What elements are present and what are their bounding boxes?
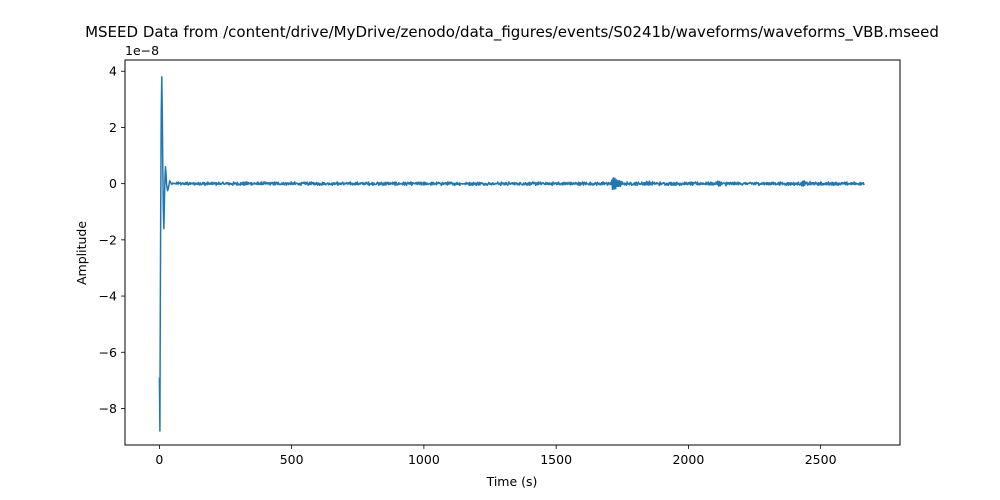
x-tick-label: 2000 xyxy=(672,452,704,467)
x-tick-label: 1500 xyxy=(540,452,572,467)
y-axis-label: Amplitude xyxy=(74,221,89,285)
plot-frame xyxy=(124,59,901,446)
y-tick-label: −4 xyxy=(99,289,117,304)
y-axis-ticks: −8 −6 −4 −2 0 2 4 xyxy=(99,64,125,416)
y-tick-label: −6 xyxy=(99,345,117,360)
x-tick-label: 1000 xyxy=(408,452,440,467)
x-tick-label: 2500 xyxy=(805,452,837,467)
y-tick-label: −2 xyxy=(99,232,117,247)
x-axis-ticks: 0 500 1000 1500 2000 2500 xyxy=(155,445,837,467)
x-axis-label: Time (s) xyxy=(486,474,538,489)
plot-area xyxy=(158,76,865,432)
chart-title: MSEED Data from /content/drive/MyDrive/z… xyxy=(85,23,939,42)
y-tick-label: −8 xyxy=(99,401,117,416)
x-tick-label: 0 xyxy=(155,452,163,467)
y-tick-label: 2 xyxy=(109,120,117,135)
y-offset-text: 1e−8 xyxy=(125,43,159,58)
series-line xyxy=(158,76,865,432)
y-tick-label: 0 xyxy=(109,176,117,191)
y-tick-label: 4 xyxy=(109,64,117,79)
x-tick-label: 500 xyxy=(280,452,304,467)
